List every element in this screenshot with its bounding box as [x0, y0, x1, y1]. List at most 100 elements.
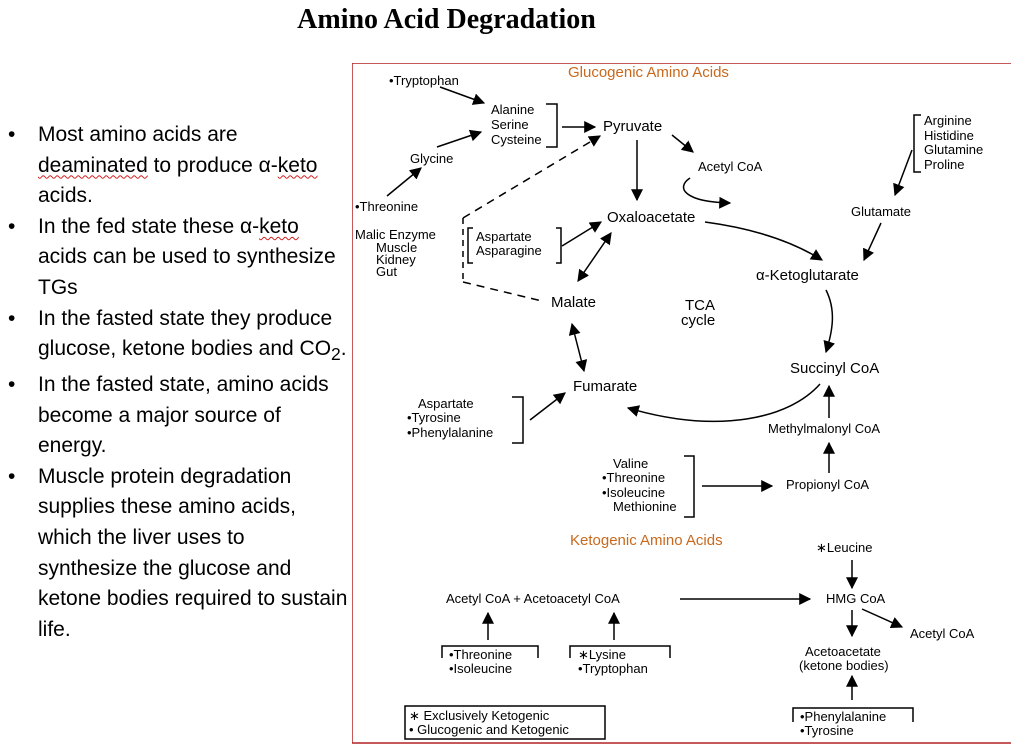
fumarate-source-tyrosine: •Tyrosine: [407, 410, 461, 425]
histidine-label: Histidine: [924, 128, 974, 143]
bullet-dot: •: [8, 306, 16, 330]
proline-label: Proline: [924, 157, 964, 172]
bullet-list: • Most amino acids are deaminated to pro…: [8, 120, 348, 645]
legend-exclusive: ∗ Exclusively Ketogenic: [409, 708, 550, 723]
pyruvate-label: Pyruvate: [603, 118, 662, 135]
bullet-2-text-b: keto: [259, 214, 299, 238]
arrow-malate-fumarate: [568, 322, 588, 373]
isoleucine-label: •Isoleucine: [602, 485, 665, 500]
bullet-5: • Muscle protein degradation supplies th…: [8, 462, 348, 646]
aspartate-label: Aspartate: [476, 229, 532, 244]
bullet-4: • In the fasted state, amino acids becom…: [8, 370, 348, 462]
legend-box: [404, 705, 606, 740]
tryptophan-label: •Tryptophan: [389, 73, 459, 88]
bullet-1: • Most amino acids are deaminated to pro…: [8, 120, 348, 212]
arrow-oaa-malate: [577, 232, 612, 282]
arrow-tryptophan: [439, 86, 486, 105]
bullet-dot: •: [8, 372, 16, 396]
bullet-dot: •: [8, 214, 16, 238]
bullet-1-text-e: acids.: [38, 184, 93, 208]
acetyl-coa-right-label: Acetyl CoA: [910, 626, 975, 641]
gut-label: Gut: [376, 264, 397, 279]
keto-left-label: Acetyl CoA + Acetoacetyl CoA: [446, 591, 620, 606]
aspartate-bracket-right: [556, 227, 562, 264]
glucogenic-header: Glucogenic Amino Acids: [568, 64, 729, 81]
bullet-2-text-a: In the fed state these α-: [38, 214, 260, 238]
succinyl-coa-label: Succinyl CoA: [790, 360, 879, 377]
arrow-glycine: [436, 129, 483, 148]
methylmalonyl-label: Methylmalonyl CoA: [768, 421, 880, 436]
bullet-1-text-c: to produce α-: [147, 153, 278, 177]
cycle-label: cycle: [681, 312, 715, 329]
lysine-box: [569, 645, 671, 658]
bullet-5-text: Muscle protein degradation supplies thes…: [38, 464, 348, 641]
leucine-label: ∗Leucine: [816, 540, 872, 555]
bullet-3: • In the fasted state they produce gluco…: [8, 304, 348, 370]
bullet-2-text-c: acids can be used to synthesize TGs: [38, 245, 336, 299]
arrow-to-glutamate: [893, 149, 913, 197]
arrow-acetyl-into-cycle: [682, 177, 732, 209]
acetoacetate-label: Acetoacetate: [805, 644, 881, 659]
arrow-glutamate-akg: [863, 222, 882, 262]
arrow-akg-succinyl: [823, 289, 835, 354]
bullet-2: • In the fed state these α-keto acids ca…: [8, 212, 348, 304]
arrow-hmg-acetylcoa: [861, 608, 904, 629]
alanine-label: Alanine: [491, 102, 534, 117]
kidney-label: Kidney: [376, 252, 416, 267]
threonine-box: [441, 645, 539, 658]
arrow-succinyl-fumarate: [626, 383, 821, 423]
keto-isoleucine: •Isoleucine: [449, 661, 512, 676]
alanine-bracket: [546, 103, 558, 148]
malic-dashed-to-pyruvate: [462, 135, 602, 219]
arrow-threonine: [386, 167, 422, 197]
slide-title: Amino Acid Degradation: [297, 4, 596, 35]
arrow-oaa-akg: [704, 221, 824, 261]
asparagine-label: Asparagine: [476, 243, 542, 258]
legend-both: • Glucogenic and Ketogenic: [409, 722, 569, 737]
malic-dashed-to-malate: [462, 281, 543, 302]
bullet-3-text-c: .: [340, 337, 347, 361]
arginine-label: Arginine: [924, 113, 972, 128]
bullet-3-subscript: 2: [331, 344, 341, 365]
threonine2-label: •Threonine: [602, 470, 665, 485]
cysteine-label: Cysteine: [491, 132, 542, 147]
tca-label: TCA: [685, 297, 715, 314]
bullet-4-text: In the fasted state, amino acids become …: [38, 372, 329, 458]
pathway-diagram: Glucogenic Amino Acids Ketogenic Amino A…: [351, 62, 1011, 744]
malic-enzyme-label: Malic Enzyme: [355, 227, 436, 242]
pathway-svg: Glucogenic Amino Acids Ketogenic Amino A…: [351, 62, 1011, 744]
threonine-label: •Threonine: [355, 199, 418, 214]
fumarate-source-phenylalanine: •Phenylalanine: [407, 425, 493, 440]
bullet-dot: •: [8, 464, 16, 488]
keto-phenylalanine: •Phenylalanine: [800, 709, 886, 724]
arrow-aspartate-oaa: [561, 221, 603, 247]
glutamate-label: Glutamate: [851, 204, 911, 219]
bullet-1-text-a: Most amino acids are: [38, 123, 238, 146]
fumarate-source-aspartate: Aspartate: [418, 396, 474, 411]
keto-tryptophan: •Tryptophan: [578, 661, 648, 676]
propionyl-bracket: [684, 455, 695, 518]
oxaloacetate-label: Oxaloacetate: [607, 209, 695, 226]
arrow-to-fumarate: [529, 392, 566, 421]
propionyl-coa-label: Propionyl CoA: [786, 477, 869, 492]
methionine-label: Methionine: [613, 499, 677, 514]
fumarate-bracket: [512, 396, 524, 444]
valine-label: Valine: [613, 456, 648, 471]
diagram-border: [351, 62, 1011, 744]
arginine-bracket: [913, 114, 921, 173]
bullet-1-text-b: deaminated: [38, 153, 148, 177]
glutamine-label: Glutamine: [924, 142, 983, 157]
bullet-1-text-d: keto: [277, 153, 318, 177]
keto-tyrosine: •Tyrosine: [800, 723, 854, 738]
phe-box: [792, 707, 914, 722]
glycine-label: Glycine: [410, 151, 453, 166]
arrow-pyruvate-acetyl: [671, 134, 694, 153]
hmg-coa-label: HMG CoA: [826, 591, 886, 606]
malate-label: Malate: [551, 294, 596, 311]
ketone-bodies-label: (ketone bodies): [799, 658, 889, 673]
ketogenic-header: Ketogenic Amino Acids: [570, 532, 723, 549]
muscle-label: Muscle: [376, 240, 417, 255]
fumarate-label: Fumarate: [573, 378, 637, 395]
alpha-ketoglutarate-label: α-Ketoglutarate: [756, 267, 859, 284]
keto-lysine: ∗Lysine: [578, 647, 626, 662]
